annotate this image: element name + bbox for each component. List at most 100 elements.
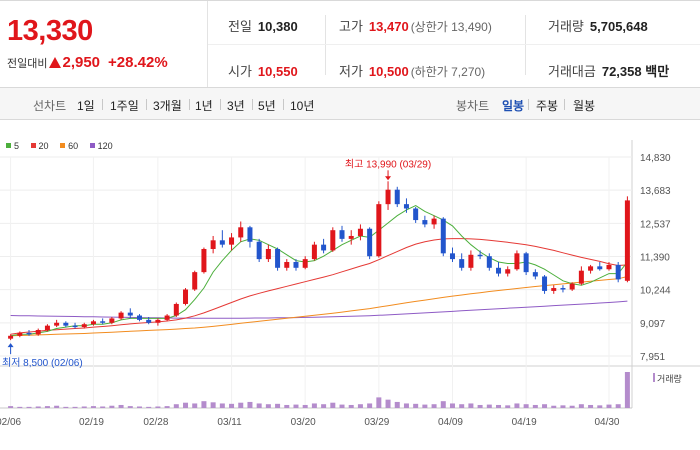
volume-bar [109,405,115,408]
candle-body [440,218,446,254]
tab-3y[interactable]: 3년 [227,99,245,113]
current-price: 13,330 [7,15,93,47]
candle-body [624,200,630,281]
volume-bar [72,406,78,408]
divider [528,99,529,110]
volume-bar [431,404,437,408]
volume-bar [588,404,594,408]
volume-bar [210,402,216,408]
min-arrow-head [7,343,14,348]
candle-body [606,264,612,270]
ma20-line [10,238,628,335]
divider [252,99,253,110]
candle-chart-label: 봉차트 [456,99,490,113]
volume-bar [551,405,557,408]
candle-body [339,230,345,239]
tab-monthly[interactable]: 월봉 [573,99,596,113]
candle-body [136,315,142,320]
x-tick-label: 03/11 [217,417,242,428]
x-tick-label: 03/29 [364,417,389,428]
stat-value: 10,550 [257,64,298,79]
tab-1d[interactable]: 1일 [77,99,95,113]
stat-label: 거래량 [548,19,584,34]
candle-body [118,312,124,319]
candle-body [72,325,78,328]
tab-daily[interactable]: 일봉 [502,99,525,113]
stat-high: 고가 13,470 (상한가 13,490) [339,16,492,35]
volume-bar [606,404,612,408]
candle-body [164,315,170,320]
tab-1w[interactable]: 1주일 [110,99,139,113]
volume-bar [330,402,336,408]
volume-bar [35,406,41,408]
candle-body [578,270,584,284]
divider [102,99,103,110]
volume-bar [505,405,511,408]
stat-open: 시가 10,550 [228,61,298,80]
x-tick-label: 02/19 [79,417,104,428]
volume-bar [275,403,281,408]
volume-bar [348,404,354,408]
tab-weekly[interactable]: 주봉 [536,99,559,113]
volume-bar [118,404,124,408]
max-price-annotation: 최고 13,990 (03/29) [345,158,431,170]
candle-body [551,288,557,291]
volume-bar [339,404,345,408]
volume-bar [63,406,69,408]
stat-value: 72,358 [601,64,642,79]
candle-body [569,283,575,290]
candle-body [219,240,225,245]
legend-ma5: 5 [6,141,19,151]
volume-bar [173,404,179,408]
ma-legend: 5 20 60 120 [6,140,122,151]
volume-bar [569,405,575,408]
volume-bar [44,406,50,408]
candle-body [265,248,271,260]
stat-label: 고가 [339,19,363,34]
divider [220,99,221,110]
tab-5y[interactable]: 5년 [258,99,276,113]
change-percent: +28.42% [108,54,168,71]
candle-body [146,319,152,323]
divider [146,99,147,110]
y-tick-label: 7,951 [640,352,665,363]
candle-body [403,204,409,209]
candle-body [367,228,373,257]
stat-value: 10,500 [368,64,409,79]
candle-body [293,262,299,268]
candle-body [588,266,594,271]
volume-bar [496,404,502,408]
candle-body [357,228,363,236]
volume-bar [449,403,455,408]
tab-3m[interactable]: 3개월 [153,99,182,113]
volume-bar [293,404,299,408]
divider [325,15,326,75]
candle-body [127,312,133,316]
candle-body [505,269,511,274]
volume-bar [542,404,548,408]
candle-body [560,288,566,290]
volume-bar [192,403,198,408]
tab-10y[interactable]: 10년 [290,99,315,113]
volume-bar [127,406,133,408]
tab-1y[interactable]: 1년 [195,99,213,113]
stat-unit: 백만 [645,64,670,79]
divider [564,99,565,110]
candle-body [63,322,69,326]
x-tick-label: 02/06 [0,417,22,428]
legend-ma60: 60 [60,141,78,151]
volume-bar [413,403,419,408]
volume-bar [357,404,363,408]
candle-body [615,264,621,280]
volume-bar [201,401,207,408]
candle-body [201,248,207,273]
volume-bar [459,404,465,408]
volume-legend-swatch [653,373,655,382]
stat-value: 13,470 [368,19,409,34]
volume-bar [468,403,474,408]
max-arrow-head [385,176,392,181]
stat-value: 10,380 [257,19,298,34]
legend-ma20: 20 [30,141,49,151]
